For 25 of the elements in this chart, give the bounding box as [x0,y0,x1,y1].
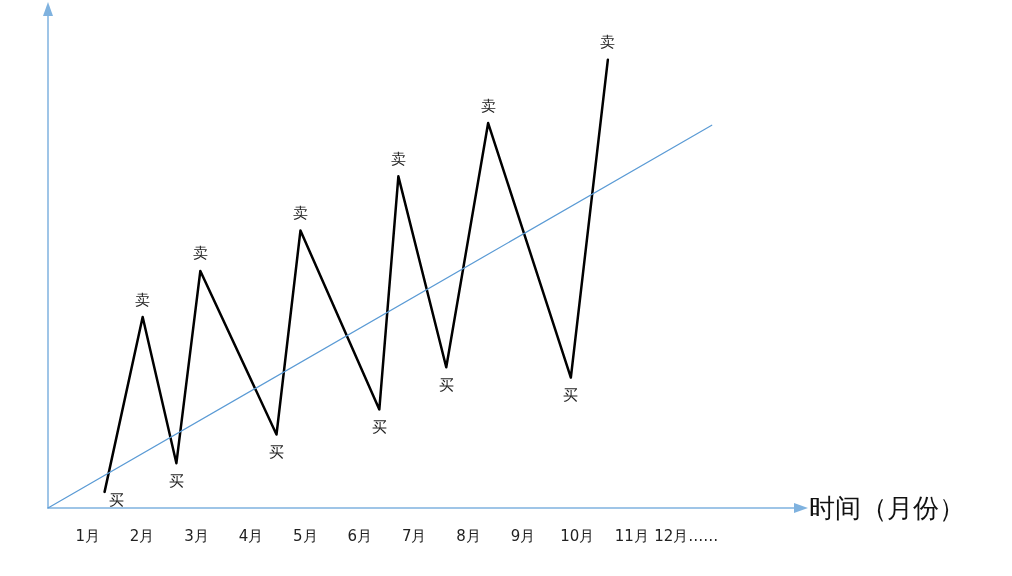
annotation: 卖 [480,96,496,115]
annotation: 卖 [135,290,151,309]
x-tick-label: 12月…… [654,526,719,545]
x-tick-label: 4月 [238,526,264,545]
annotation: 买 [108,490,124,509]
annotation: 卖 [192,244,208,263]
x-axis-title: 时间（月份） [809,493,965,523]
annotation: 卖 [292,204,308,223]
annotation: 买 [168,471,184,490]
x-tick-label: 3月 [184,526,209,545]
x-tick-label: 7月 [401,526,427,545]
x-tick-label: 5月 [293,526,318,545]
annotation: 买 [371,417,387,436]
annotation: 卖 [390,149,406,168]
x-tick-label: 10月 [560,526,595,545]
x-tick-label: 8月 [456,526,481,545]
x-tick-label: 2月 [129,526,155,545]
x-tick-label: 6月 [347,526,373,545]
x-tick-label: 9月 [510,526,536,545]
annotation: 买 [269,443,285,461]
x-tick-label: 1月 [75,526,100,545]
x-tick-label: 11月 [614,526,649,545]
annotation: 买 [438,375,454,394]
annotation: 卖 [600,33,616,52]
annotation: 买 [563,386,579,405]
